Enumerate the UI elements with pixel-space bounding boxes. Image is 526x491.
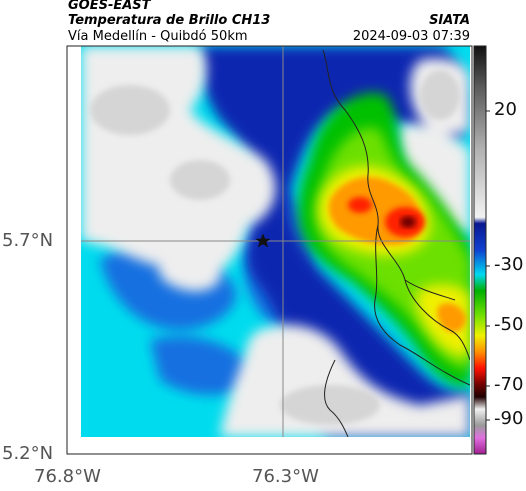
colorbar <box>473 45 490 455</box>
map-frame <box>66 45 473 455</box>
star-icon <box>255 233 271 248</box>
satellite-label: GOES-EAST <box>68 0 151 13</box>
colorbar-tick-label: -90 <box>494 408 524 429</box>
lon-tick-label: 76.8°W <box>34 466 101 487</box>
lat-tick-label: 5.2°N <box>2 443 54 464</box>
lon-tick-label: 76.3°W <box>252 466 319 487</box>
brightness-temperature-field <box>81 46 470 437</box>
border-lines <box>322 49 470 437</box>
colorbar-tick-label: -50 <box>494 314 524 335</box>
colorbar-tick-label: 20 <box>494 99 517 120</box>
colorbar-tick-label: -30 <box>494 254 524 275</box>
colorbar-tick-label: -70 <box>494 374 524 395</box>
brand-label: SIATA <box>429 13 470 28</box>
timestamp: 2024-09-03 07:39 <box>352 29 470 44</box>
lat-tick-label: 5.7°N <box>2 230 54 251</box>
route-subtitle: Vía Medellín - Quibdó 50km <box>68 29 248 44</box>
product-title: Temperatura de Brillo CH13 <box>68 13 271 28</box>
